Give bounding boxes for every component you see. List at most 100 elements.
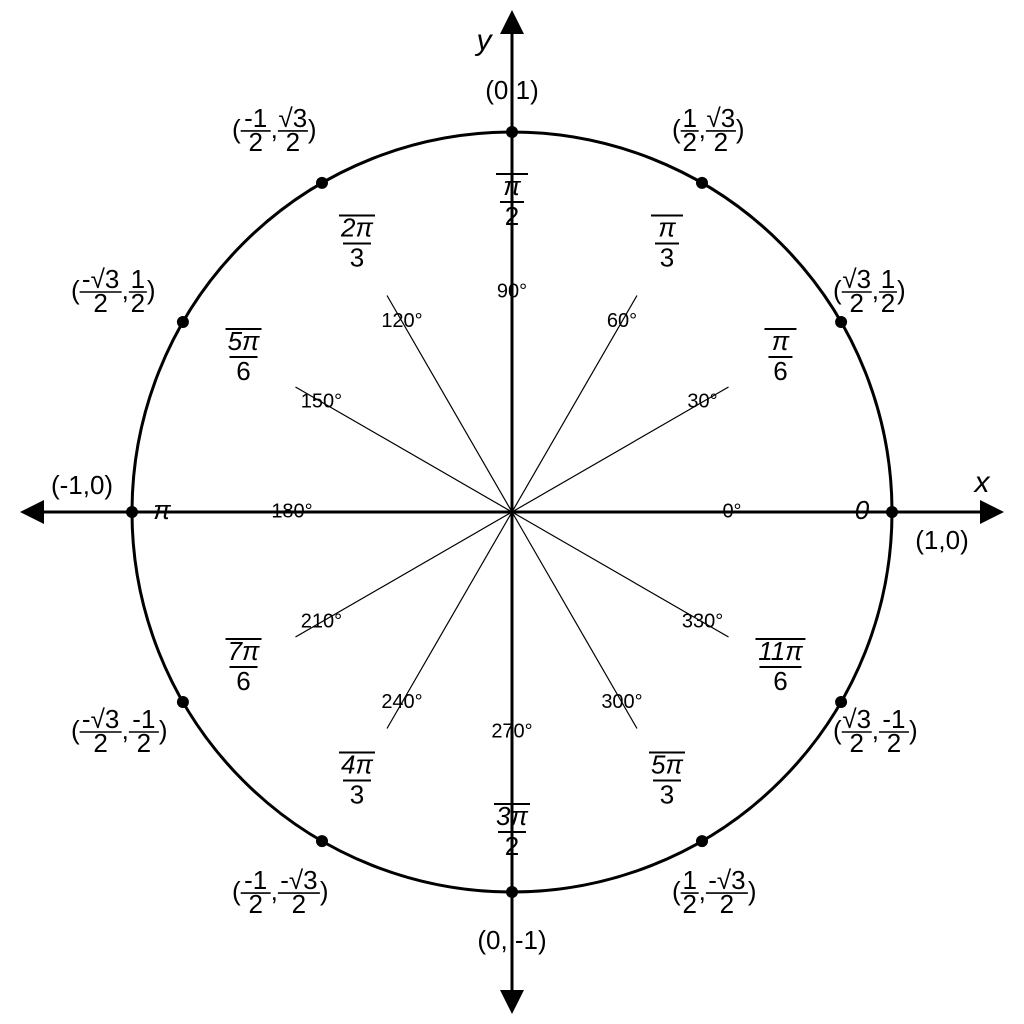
angle-point: [506, 126, 518, 138]
svg-text:): ): [748, 876, 757, 906]
svg-text:3: 3: [350, 242, 364, 272]
angle-point: [177, 316, 189, 328]
angle-point: [177, 696, 189, 708]
svg-text:,: ,: [122, 275, 129, 305]
angle-point: [696, 177, 708, 189]
svg-text:2: 2: [682, 127, 696, 157]
svg-text:3: 3: [660, 779, 674, 809]
svg-text:5π: 5π: [228, 326, 260, 356]
degree-label: 30°: [687, 390, 717, 412]
degree-label: 240°: [381, 691, 422, 713]
svg-text:2: 2: [131, 288, 145, 318]
angle-point: [316, 177, 328, 189]
degree-label: 60°: [607, 310, 637, 332]
radian-label: π6: [764, 326, 796, 386]
svg-text:π: π: [153, 495, 171, 525]
angle-point: [835, 316, 847, 328]
svg-text:,: ,: [271, 876, 278, 906]
svg-text:(0,1): (0,1): [485, 75, 538, 105]
svg-text:π: π: [503, 171, 521, 201]
y-axis-label: y: [475, 24, 494, 57]
svg-text:): ): [897, 275, 906, 305]
svg-text:2: 2: [714, 127, 728, 157]
svg-text:6: 6: [773, 666, 787, 696]
degree-label: 150°: [301, 390, 342, 412]
svg-text:2: 2: [286, 127, 300, 157]
svg-text:π: π: [658, 212, 676, 242]
degree-label: 300°: [601, 691, 642, 713]
svg-text:2: 2: [292, 889, 306, 919]
svg-text:2: 2: [93, 288, 107, 318]
svg-text:(: (: [232, 114, 241, 144]
svg-text:7π: 7π: [228, 636, 260, 666]
degree-label: 270°: [491, 720, 532, 742]
svg-text:): ): [308, 114, 317, 144]
svg-text:3: 3: [660, 242, 674, 272]
svg-text:,: ,: [699, 876, 706, 906]
svg-text:3π: 3π: [496, 801, 528, 831]
degree-label: 210°: [301, 610, 342, 632]
degree-label: 180°: [271, 500, 312, 522]
radian-label: 5π6: [226, 326, 262, 386]
svg-text:): ): [147, 275, 156, 305]
svg-text:6: 6: [236, 666, 250, 696]
svg-text:2: 2: [887, 728, 901, 758]
svg-text:): ): [909, 715, 918, 745]
svg-text:11π: 11π: [758, 636, 803, 666]
svg-text:2: 2: [720, 889, 734, 919]
svg-text:,: ,: [271, 114, 278, 144]
svg-text:(: (: [833, 715, 842, 745]
radian-label: 11π6: [755, 636, 805, 696]
radian-label: 2π3: [339, 212, 375, 272]
angle-point: [506, 886, 518, 898]
svg-text:2π: 2π: [340, 212, 373, 242]
degree-label: 0°: [722, 500, 741, 522]
svg-text:2: 2: [93, 728, 107, 758]
svg-text:(: (: [71, 715, 80, 745]
svg-text:(1,0): (1,0): [915, 525, 968, 555]
radian-label: 4π3: [339, 749, 375, 809]
svg-text:(: (: [672, 876, 681, 906]
angle-point: [696, 835, 708, 847]
svg-text:0: 0: [855, 495, 870, 525]
svg-text:(0, -1): (0, -1): [477, 925, 546, 955]
svg-text:(: (: [833, 275, 842, 305]
svg-text:): ): [159, 715, 168, 745]
svg-text:2: 2: [849, 288, 863, 318]
svg-text:2: 2: [849, 728, 863, 758]
svg-text:6: 6: [773, 356, 787, 386]
svg-text:2: 2: [682, 889, 696, 919]
svg-text:(: (: [232, 876, 241, 906]
svg-text:3: 3: [350, 779, 364, 809]
svg-text:2: 2: [248, 127, 262, 157]
svg-text:6: 6: [236, 356, 250, 386]
angle-point: [126, 506, 138, 518]
svg-text:(-1,0): (-1,0): [51, 470, 113, 500]
svg-text:,: ,: [872, 715, 879, 745]
radian-label: π3: [651, 212, 683, 272]
radian-label: 0: [855, 495, 870, 525]
svg-text:2: 2: [248, 889, 262, 919]
svg-text:,: ,: [872, 275, 879, 305]
degree-label: 120°: [381, 310, 422, 332]
x-axis-label: x: [973, 466, 991, 499]
svg-text:(: (: [672, 114, 681, 144]
svg-text:π: π: [772, 326, 790, 356]
radian-label: 3π2: [494, 801, 530, 861]
radian-label: 5π3: [649, 749, 685, 809]
svg-text:,: ,: [699, 114, 706, 144]
unit-circle-diagram: xy0°0(1,0)30°π6( √32 , 12 )60°π3( 12 , √…: [0, 0, 1024, 1024]
svg-text:2: 2: [505, 831, 519, 861]
svg-text:5π: 5π: [651, 749, 683, 779]
svg-text:): ): [320, 876, 329, 906]
degree-label: 330°: [682, 610, 723, 632]
radian-label: π: [153, 495, 171, 525]
radian-label: 7π6: [226, 636, 262, 696]
svg-text:2: 2: [137, 728, 151, 758]
svg-text:,: ,: [122, 715, 129, 745]
angle-point: [316, 835, 328, 847]
svg-text:): ): [736, 114, 745, 144]
radian-label: π2: [496, 171, 528, 231]
svg-text:(: (: [71, 275, 80, 305]
svg-text:4π: 4π: [341, 749, 373, 779]
